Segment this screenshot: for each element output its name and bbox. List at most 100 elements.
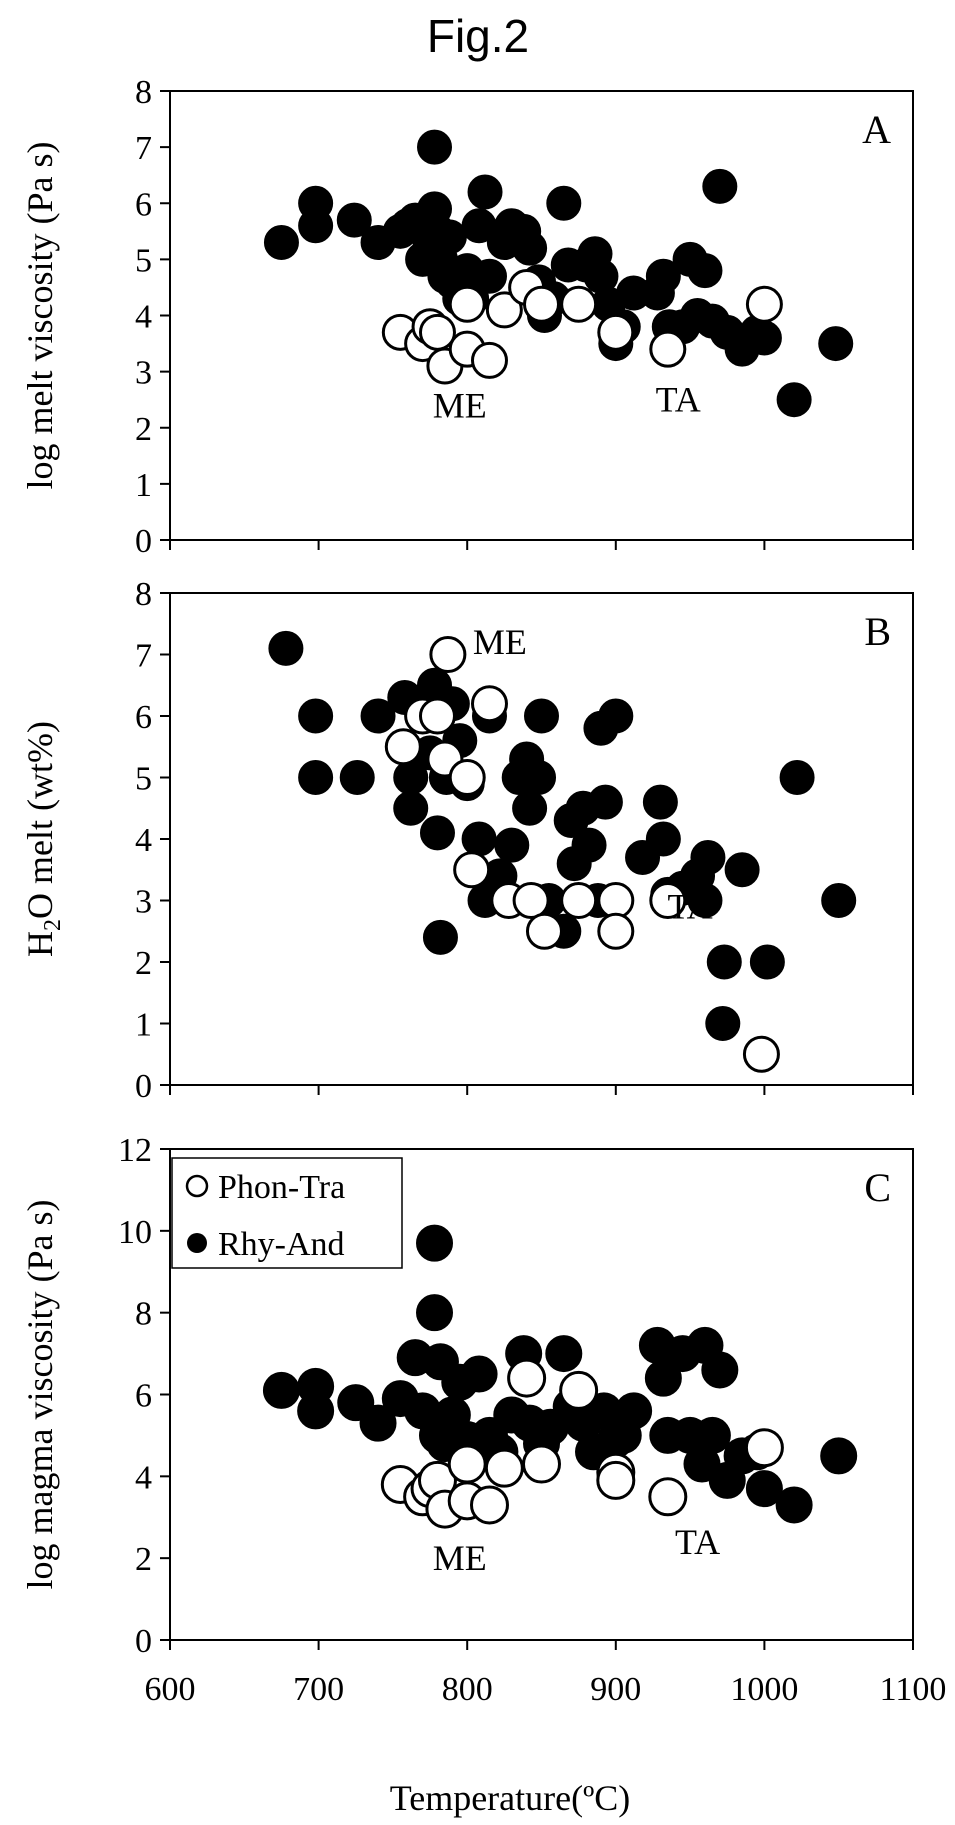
data-point-rhy-and bbox=[393, 790, 429, 826]
data-point-rhy-and bbox=[467, 174, 503, 210]
data-point-phon-tra bbox=[429, 636, 467, 673]
data-point-rhy-and bbox=[644, 1359, 682, 1397]
panel-a: 0 1 2 3 4 5 6 7 8 log melt viscosity (Pa s) A ME TA bbox=[20, 74, 914, 560]
data-point-rhy-and bbox=[339, 760, 375, 795]
data-point-rhy-and bbox=[745, 1470, 783, 1508]
data-point-rhy-and bbox=[820, 1437, 858, 1475]
data-point-phon-tra bbox=[448, 285, 486, 323]
x-tick-label: 1000 bbox=[730, 1671, 798, 1708]
data-point-phon-tra bbox=[649, 330, 687, 368]
data-point-rhy-and bbox=[419, 815, 455, 851]
data-point-rhy-and bbox=[268, 630, 304, 666]
x-tick-label: 800 bbox=[442, 1671, 493, 1708]
y-tick-label: 6 bbox=[135, 1378, 152, 1415]
data-point-phon-tra bbox=[384, 728, 422, 766]
data-point-phon-tra bbox=[484, 1448, 524, 1488]
y-tick-label: 1 bbox=[135, 1007, 152, 1044]
y-tick-label: 7 bbox=[135, 130, 152, 167]
y-tick-label: 4 bbox=[135, 1459, 152, 1496]
y-tick-label: 2 bbox=[135, 1541, 152, 1578]
annotation-label: TA bbox=[675, 1522, 720, 1562]
data-point-rhy-and bbox=[262, 1371, 300, 1409]
y-tick-label: 0 bbox=[135, 1623, 152, 1660]
data-point-phon-tra bbox=[447, 1444, 487, 1484]
y-axis-label: log melt viscosity (Pa s) bbox=[20, 142, 60, 490]
data-point-rhy-and bbox=[776, 382, 812, 418]
y-tick-label: 2 bbox=[135, 945, 152, 982]
data-point-phon-tra bbox=[597, 882, 635, 919]
data-point-phon-tra bbox=[470, 341, 508, 379]
data-point-rhy-and bbox=[494, 827, 530, 863]
y-tick-label: 10 bbox=[118, 1214, 152, 1251]
data-point-phon-tra bbox=[597, 313, 635, 351]
annotation-label: TA bbox=[656, 380, 701, 420]
data-point-phon-tra bbox=[560, 285, 598, 323]
data-point-rhy-and bbox=[779, 760, 815, 795]
annotation-label: ME bbox=[433, 385, 487, 425]
data-point-rhy-and bbox=[298, 698, 334, 734]
data-point-rhy-and bbox=[587, 784, 623, 820]
data-point-phon-tra bbox=[507, 1358, 547, 1398]
data-point-phon-tra bbox=[453, 851, 491, 889]
data-point-phon-tra bbox=[560, 882, 598, 919]
data-point-rhy-and bbox=[775, 1486, 813, 1524]
y-tick-label: 8 bbox=[135, 1296, 152, 1333]
data-point-rhy-and bbox=[298, 208, 334, 244]
data-point-phon-tra bbox=[470, 685, 508, 723]
data-point-phon-tra bbox=[469, 1485, 509, 1525]
data-point-phon-tra bbox=[418, 697, 456, 735]
y-tick-label: 4 bbox=[135, 822, 152, 859]
data-point-phon-tra bbox=[597, 912, 635, 950]
legend-box bbox=[171, 1157, 403, 1269]
data-point-rhy-and bbox=[642, 784, 678, 820]
plot-frame bbox=[169, 592, 914, 1086]
data-point-phon-tra bbox=[742, 1035, 780, 1073]
data-point-rhy-and bbox=[336, 202, 372, 238]
data-point-rhy-and bbox=[360, 698, 396, 734]
data-point-rhy-and bbox=[571, 827, 607, 863]
x-tick-label: 700 bbox=[293, 1671, 344, 1708]
data-point-rhy-and bbox=[417, 129, 453, 165]
data-point-phon-tra bbox=[485, 291, 523, 329]
y-tick-label: 6 bbox=[135, 699, 152, 736]
data-point-phon-tra bbox=[448, 759, 486, 796]
data-point-rhy-and bbox=[705, 1006, 741, 1041]
data-point-rhy-and bbox=[512, 790, 548, 826]
panel-letter: A bbox=[862, 107, 891, 152]
data-point-rhy-and bbox=[749, 944, 785, 980]
data-point-rhy-and bbox=[645, 821, 681, 857]
annotation-label: TA bbox=[668, 887, 713, 927]
y-tick-label: 7 bbox=[135, 638, 152, 675]
data-point-phon-tra bbox=[522, 1444, 561, 1484]
data-point-rhy-and bbox=[359, 1404, 397, 1442]
y-tick-label: 8 bbox=[135, 74, 152, 111]
panel-letter: B bbox=[864, 609, 891, 654]
data-point-phon-tra bbox=[648, 1477, 688, 1517]
data-point-rhy-and bbox=[524, 698, 559, 734]
y-tick-label: 1 bbox=[135, 467, 152, 504]
y-axis-label: H2O melt (wt%) bbox=[20, 721, 66, 957]
data-point-rhy-and bbox=[521, 760, 557, 795]
data-point-phon-tra bbox=[523, 285, 560, 323]
data-point-rhy-and bbox=[416, 1224, 454, 1262]
y-tick-label: 0 bbox=[135, 1068, 152, 1105]
data-point-phon-tra bbox=[525, 912, 563, 950]
annotation-label: ME bbox=[433, 1538, 487, 1578]
x-tick-label: 600 bbox=[145, 1671, 196, 1708]
y-tick-label: 3 bbox=[135, 884, 152, 921]
y-tick-label: 6 bbox=[135, 186, 152, 223]
legend-open-label: Phon-Tra bbox=[218, 1169, 345, 1206]
x-axis-label: Temperature(ºC) bbox=[390, 1778, 631, 1818]
data-point-rhy-and bbox=[545, 1335, 583, 1373]
data-point-rhy-and bbox=[471, 258, 507, 294]
data-point-phon-tra bbox=[559, 1370, 599, 1410]
data-point-rhy-and bbox=[821, 883, 857, 918]
y-tick-label: 2 bbox=[135, 411, 152, 448]
data-point-rhy-and bbox=[701, 1351, 739, 1389]
data-point-rhy-and bbox=[724, 852, 760, 888]
data-point-rhy-and bbox=[690, 839, 726, 875]
data-point-rhy-and bbox=[687, 253, 723, 289]
data-point-rhy-and bbox=[263, 225, 299, 261]
data-point-rhy-and bbox=[422, 919, 458, 955]
